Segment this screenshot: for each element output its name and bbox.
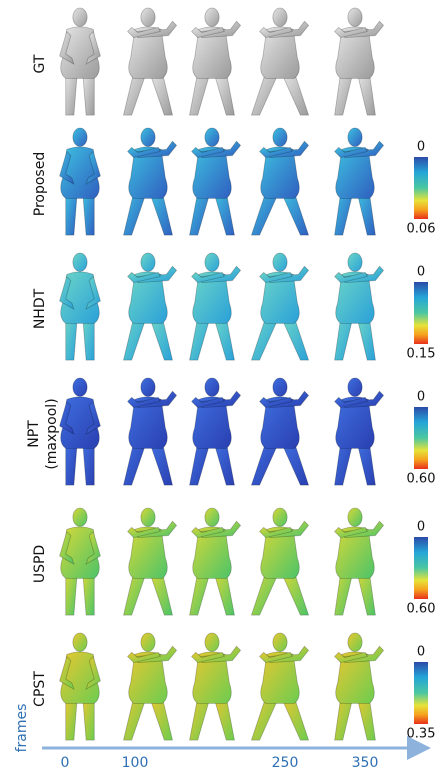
row-label: USPD — [32, 545, 48, 583]
head — [141, 633, 155, 651]
human-mesh — [124, 378, 177, 485]
colorbar-min: 0 — [417, 645, 425, 660]
colorbar-min: 0 — [417, 520, 425, 535]
colorbar-min: 0 — [417, 265, 425, 280]
head — [348, 378, 362, 396]
human-mesh — [251, 253, 308, 360]
row-label: NPT — [26, 420, 42, 448]
human-mesh — [190, 378, 241, 485]
row-label: Proposed — [32, 152, 48, 216]
human-mesh — [190, 8, 241, 115]
row-label: GT — [32, 54, 48, 73]
colorbar-max: 0.06 — [407, 222, 436, 237]
human-mesh — [190, 253, 241, 360]
human-mesh — [335, 253, 384, 360]
human-mesh — [335, 128, 384, 235]
head — [273, 378, 287, 396]
head — [73, 378, 87, 396]
human-mesh — [335, 508, 384, 615]
frame-tick: 350 — [352, 755, 379, 771]
colorbar-max: 0.35 — [407, 727, 436, 742]
colorbar-max: 0.15 — [407, 347, 436, 362]
head — [141, 128, 155, 146]
frame-tick: 250 — [272, 755, 299, 771]
head — [205, 253, 219, 271]
head — [73, 633, 87, 651]
head — [348, 8, 362, 26]
human-mesh — [251, 633, 308, 740]
human-mesh — [251, 8, 308, 115]
human-mesh — [124, 8, 177, 115]
human-mesh — [251, 378, 308, 485]
human-mesh — [251, 128, 308, 235]
head — [348, 633, 362, 651]
human-mesh — [190, 633, 241, 740]
colorbar-max: 0.60 — [407, 472, 436, 487]
frames-label: frames — [14, 704, 30, 753]
head — [73, 128, 87, 146]
human-mesh — [190, 508, 241, 615]
human-mesh — [124, 508, 177, 615]
head — [273, 128, 287, 146]
colorbar-min: 0 — [417, 390, 425, 405]
colorbar — [414, 157, 428, 219]
human-mesh — [335, 633, 384, 740]
head — [141, 378, 155, 396]
colorbar — [414, 662, 428, 724]
head — [205, 633, 219, 651]
head — [73, 508, 87, 526]
head — [273, 253, 287, 271]
head — [141, 8, 155, 26]
head — [348, 128, 362, 146]
human-mesh — [60, 128, 101, 235]
human-mesh — [124, 633, 177, 740]
human-mesh — [60, 8, 101, 115]
head — [73, 8, 87, 26]
human-mesh — [124, 253, 177, 360]
head — [73, 253, 87, 271]
human-mesh — [60, 253, 101, 360]
head — [273, 633, 287, 651]
human-mesh — [190, 128, 241, 235]
colorbar — [414, 282, 428, 344]
human-mesh — [335, 8, 384, 115]
human-mesh — [60, 633, 101, 740]
human-mesh — [335, 378, 384, 485]
frame-tick: 100 — [122, 755, 149, 771]
head — [205, 508, 219, 526]
head — [205, 8, 219, 26]
colorbar — [414, 537, 428, 599]
frame-tick: 0 — [61, 755, 70, 771]
colorbar-min: 0 — [417, 140, 425, 155]
head — [348, 253, 362, 271]
head — [141, 508, 155, 526]
head — [348, 508, 362, 526]
head — [273, 8, 287, 26]
human-mesh — [251, 508, 308, 615]
row-label: CPST — [32, 671, 48, 707]
colorbar — [414, 407, 428, 469]
head — [205, 378, 219, 396]
head — [205, 128, 219, 146]
head — [273, 508, 287, 526]
row-sublabel: (maxpool) — [44, 398, 60, 469]
figure: frames GT Proposed 0 0.06 NHDT 0 0.15 NPT(maxpo… — [0, 0, 441, 773]
human-mesh — [60, 508, 101, 615]
human-mesh — [60, 378, 101, 485]
row-label: NHDT — [32, 288, 48, 329]
head — [141, 253, 155, 271]
colorbar-max: 0.60 — [407, 602, 436, 617]
human-mesh — [124, 128, 177, 235]
